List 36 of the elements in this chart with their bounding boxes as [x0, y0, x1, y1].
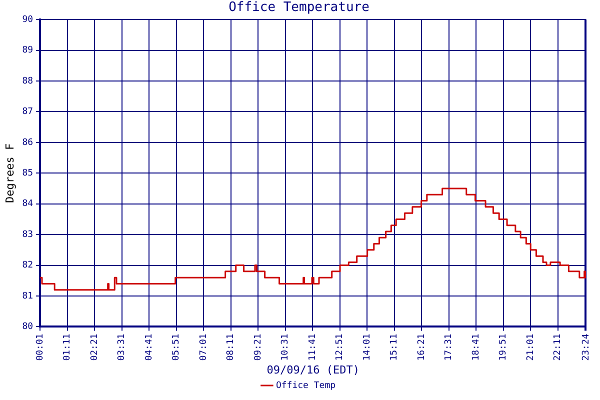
x-tick-label: 04:41	[144, 334, 154, 361]
x-axis-title: 09/09/16 (EDT)	[266, 363, 360, 376]
x-tick-label: 19:51	[498, 334, 509, 361]
y-tick-label: 82	[22, 260, 34, 271]
y-tick-label: 88	[22, 76, 34, 86]
chart-title: Office Temperature	[228, 0, 370, 16]
x-tick-label: 01:11	[62, 334, 73, 361]
x-tick-label: 23:24	[582, 334, 592, 361]
x-tick-label: 12:51	[335, 334, 346, 361]
y-tick-label: 87	[22, 107, 34, 118]
x-tick-label: 11:41	[308, 334, 318, 361]
y-tick-label: 80	[22, 322, 34, 332]
y-tick-label: 90	[22, 14, 34, 25]
y-tick-label: 85	[22, 168, 34, 178]
x-tick-label: 21:01	[526, 334, 536, 361]
x-tick-label: 17:31	[444, 334, 454, 361]
y-tick-label: 83	[22, 230, 34, 240]
y-tick-label: 81	[22, 291, 34, 302]
x-tick-label: 22:11	[553, 334, 564, 361]
x-tick-label: 14:01	[362, 334, 372, 361]
x-tick-label: 03:31	[117, 334, 128, 361]
y-tick-label: 86	[22, 138, 34, 148]
x-tick-label: 02:21	[90, 334, 100, 361]
x-tick-label: 05:51	[172, 334, 182, 361]
x-tick-label: 10:31	[280, 334, 291, 361]
y-tick-label: 89	[22, 46, 34, 56]
x-tick-label: 07:01	[198, 334, 209, 361]
y-axis-title: Degrees F	[3, 143, 16, 203]
x-tick-label: 00:01	[35, 334, 46, 361]
y-tick-label: 84	[22, 199, 34, 210]
x-tick-label: 18:41	[471, 334, 482, 361]
x-tick-label: 16:21	[416, 334, 427, 361]
legend-label: Office Temp	[276, 380, 336, 391]
x-tick-label: 09:21	[253, 334, 264, 361]
x-tick-label: 08:11	[226, 334, 236, 361]
x-tick-label: 15:11	[390, 334, 400, 361]
